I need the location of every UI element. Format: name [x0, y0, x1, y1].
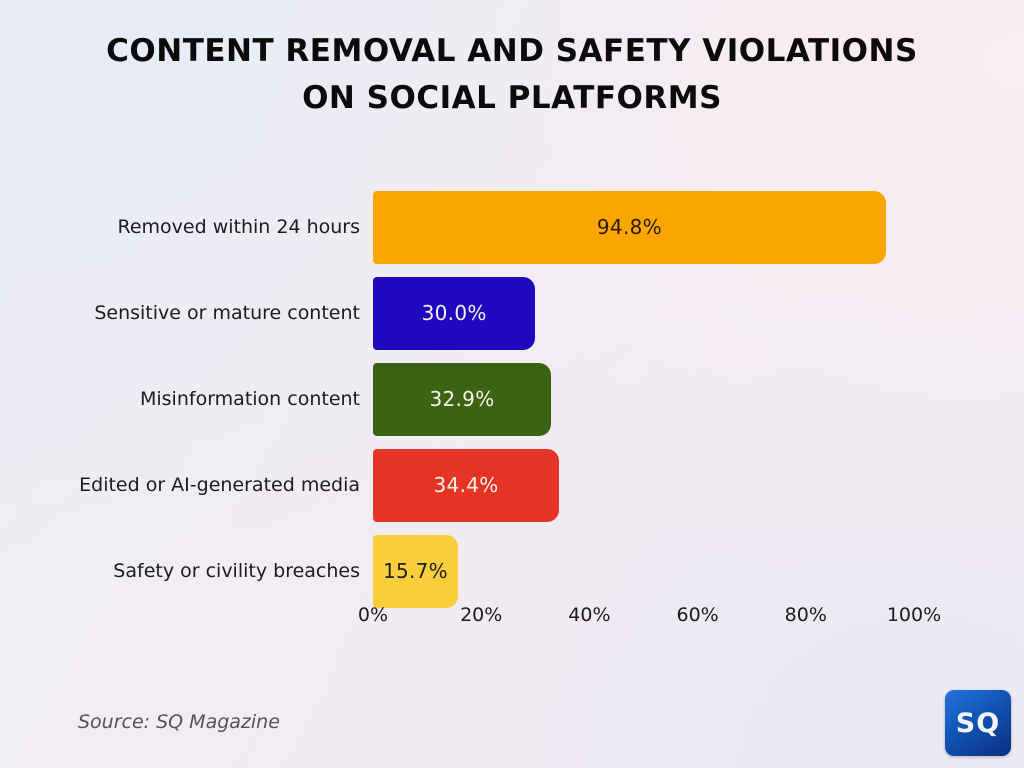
- bar-row: Sensitive or mature content 30.0%: [0, 270, 1024, 356]
- bar-value-label: 30.0%: [421, 301, 487, 325]
- category-label: Edited or AI-generated media: [79, 474, 360, 496]
- sq-magazine-logo: SQ: [945, 690, 1011, 756]
- bar-row: Removed within 24 hours 94.8%: [0, 184, 1024, 270]
- category-label: Misinformation content: [139, 388, 360, 410]
- x-axis: 0% 20% 40% 60% 80% 100%: [358, 604, 941, 634]
- bar-track: 94.8%: [373, 190, 914, 264]
- x-axis-tick-label: 20%: [460, 604, 503, 626]
- bar-row: Misinformation content 32.9%: [0, 356, 1024, 442]
- bar-value-label: 94.8%: [596, 215, 662, 239]
- bar-value-label: 34.4%: [433, 473, 499, 497]
- bar-chart: Removed within 24 hours 94.8% Sensitive or…: [0, 184, 1024, 614]
- bar-value-label: 15.7%: [382, 559, 448, 583]
- x-axis-tick-label: 80%: [784, 604, 827, 626]
- category-label: Sensitive or mature content: [94, 302, 360, 324]
- category-label: Safety or civility breaches: [113, 560, 360, 582]
- x-axis-tick-label: 100%: [886, 604, 942, 626]
- x-axis-tick-label: 0%: [357, 604, 389, 626]
- bar-row: Safety or civility breaches 15.7%: [0, 528, 1024, 614]
- bar-track: 34.4%: [373, 448, 914, 522]
- bar: 94.8%: [373, 190, 886, 264]
- x-axis-tick-label: 40%: [568, 604, 611, 626]
- chart-title: CONTENT REMOVAL AND SAFETY VIOLATIONS ON…: [106, 33, 918, 116]
- category-label: Removed within 24 hours: [117, 216, 360, 238]
- bar-track: 30.0%: [373, 276, 914, 350]
- bar-track: 32.9%: [373, 362, 914, 436]
- bar: 30.0%: [373, 276, 536, 350]
- bar: 15.7%: [373, 534, 458, 608]
- logo-text: SQ: [955, 707, 1001, 739]
- bar: 32.9%: [373, 362, 551, 436]
- x-axis-tick-label: 60%: [676, 604, 719, 626]
- bar-value-label: 32.9%: [429, 387, 495, 411]
- bar-track: 15.7%: [373, 534, 914, 608]
- bar-row: Edited or AI-generated media 34.4%: [0, 442, 1024, 528]
- bar: 34.4%: [373, 448, 560, 522]
- source-credit: Source: SQ Magazine: [78, 711, 280, 733]
